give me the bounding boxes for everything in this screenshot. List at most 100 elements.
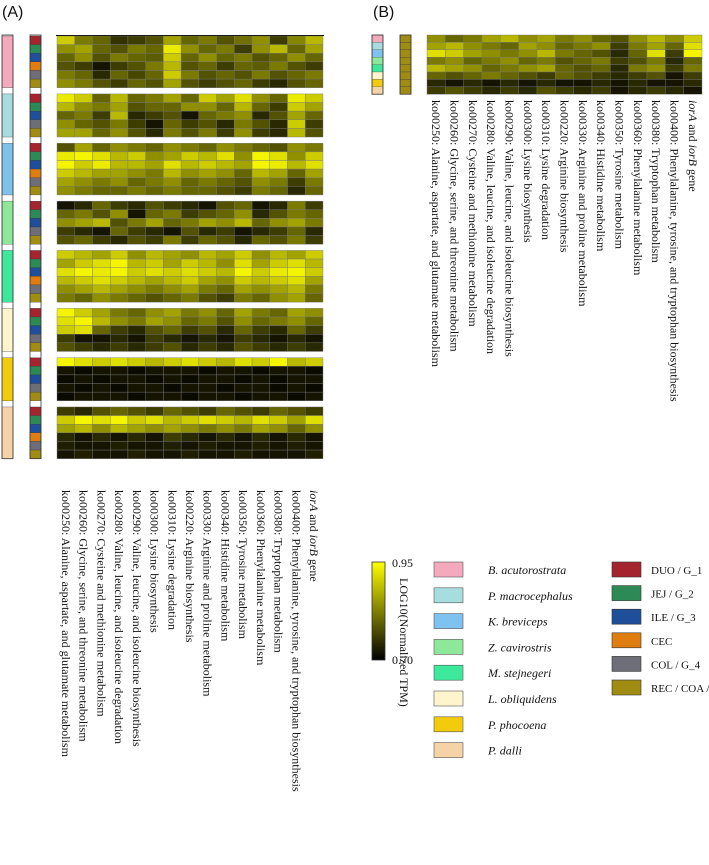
heatmap-cell — [92, 406, 111, 416]
heatmap-cell — [234, 357, 253, 367]
heatmap-cell — [127, 53, 146, 63]
heatmap-cell — [251, 432, 271, 442]
heatmap-cell — [74, 35, 93, 45]
heatmap-cell — [180, 186, 200, 196]
heatmap-cell — [145, 267, 164, 277]
heatmap-cell — [445, 86, 464, 95]
heatmap-cell — [269, 391, 288, 401]
heatmap-cell — [74, 44, 93, 54]
pathway-label: iorA and iorB gene — [686, 100, 700, 192]
heatmap-cell — [216, 432, 235, 442]
heatmap-cell — [198, 235, 217, 245]
heatmap-cell — [180, 267, 200, 277]
region-strip-cell — [29, 284, 42, 294]
heatmap-cell — [74, 226, 93, 236]
pathway-label: ko00310: Lysine degradation — [165, 490, 179, 630]
heatmap-cell — [234, 293, 253, 303]
heatmap-cell — [500, 64, 519, 73]
heatmap-cell — [287, 293, 306, 303]
heatmap-cell — [145, 441, 164, 451]
heatmap-cell — [127, 441, 146, 451]
heatmap-cell — [234, 168, 253, 178]
heatmap-cell — [269, 53, 288, 63]
heatmap-cell — [92, 276, 111, 286]
species-legend-swatch — [433, 716, 464, 733]
gene-label-and: and — [307, 511, 321, 534]
region-strip-border — [399, 34, 412, 95]
heatmap-cell — [216, 209, 235, 219]
heatmap-cell — [234, 226, 253, 236]
heatmap-cell — [127, 391, 146, 401]
heatmap-cell — [127, 200, 146, 210]
heatmap-cell — [92, 93, 111, 103]
heatmap-cell — [269, 284, 288, 294]
heatmap-cell — [234, 78, 253, 88]
heatmap-cell — [198, 325, 217, 335]
heatmap-cell — [92, 374, 111, 384]
heatmap-cell — [610, 71, 629, 80]
colorbar-min-label: 0.70 — [392, 653, 413, 667]
heatmap-cell — [305, 374, 324, 384]
heatmap-cell — [287, 374, 306, 384]
heatmap-cell — [216, 143, 235, 153]
heatmap-cell — [234, 406, 253, 416]
heatmap-cell — [287, 366, 306, 376]
heatmap-cell — [109, 200, 129, 210]
heatmap-cell — [56, 93, 75, 103]
heatmap-cell — [109, 186, 129, 196]
heatmap-cell — [573, 79, 593, 88]
region-legend-swatch — [611, 585, 642, 601]
heatmap-cell — [287, 53, 306, 63]
colorbar-max-label: 0.95 — [392, 556, 413, 570]
region-strip-cell — [29, 342, 42, 352]
heatmap-cell — [216, 235, 235, 245]
heatmap-cell — [198, 415, 217, 425]
heatmap-cell — [234, 119, 253, 129]
heatmap-cell — [74, 78, 93, 88]
heatmap-cell — [198, 366, 217, 376]
heatmap-cell — [591, 86, 611, 95]
heatmap-cell — [305, 226, 324, 236]
species-strip-cell — [1, 308, 14, 352]
region-strip-cell — [29, 186, 42, 196]
region-strip-cell — [29, 151, 42, 161]
heatmap-cell — [145, 119, 164, 129]
heatmap-cell — [127, 267, 146, 277]
region-legend-label: ILE / G_3 — [651, 612, 696, 624]
heatmap-cell — [109, 53, 129, 63]
species-strip-cell — [371, 71, 384, 80]
heatmap-cell — [216, 53, 235, 63]
heatmap-cell — [251, 102, 271, 112]
heatmap-cell — [216, 168, 235, 178]
heatmap-cell — [216, 110, 235, 120]
heatmap-cell — [518, 64, 538, 73]
heatmap-cell — [251, 441, 271, 451]
heatmap-cell — [198, 128, 217, 138]
heatmap-cell — [305, 143, 324, 153]
heatmap-cell — [127, 70, 146, 80]
pathway-label: ko00340: Histidine metabolism — [594, 100, 608, 252]
heatmap-cell — [463, 42, 483, 51]
heatmap-cell — [287, 342, 306, 352]
heatmap-cell — [234, 218, 253, 228]
heatmap-cell — [109, 226, 129, 236]
heatmap-cell — [481, 34, 501, 43]
heatmap-cell — [56, 449, 75, 459]
heatmap-cell — [536, 49, 556, 58]
heatmap-cell — [305, 128, 324, 138]
species-legend-label: B. acutorostrata — [488, 563, 566, 577]
region-strip-cell — [29, 383, 42, 393]
region-strip-cell — [29, 267, 42, 277]
heatmap-cell — [56, 177, 75, 187]
heatmap-cell — [109, 102, 129, 112]
region-strip-cell — [29, 308, 42, 318]
heatmap-cell — [216, 258, 235, 268]
heatmap-cell — [665, 64, 684, 73]
heatmap-cell — [92, 334, 111, 344]
heatmap-cell — [163, 258, 182, 268]
pathway-label: iorA and iorB gene — [307, 490, 321, 582]
region-strip-cell — [29, 432, 42, 442]
heatmap-cell — [251, 143, 271, 153]
heatmap-cell — [251, 383, 271, 393]
heatmap-cell — [445, 42, 464, 51]
